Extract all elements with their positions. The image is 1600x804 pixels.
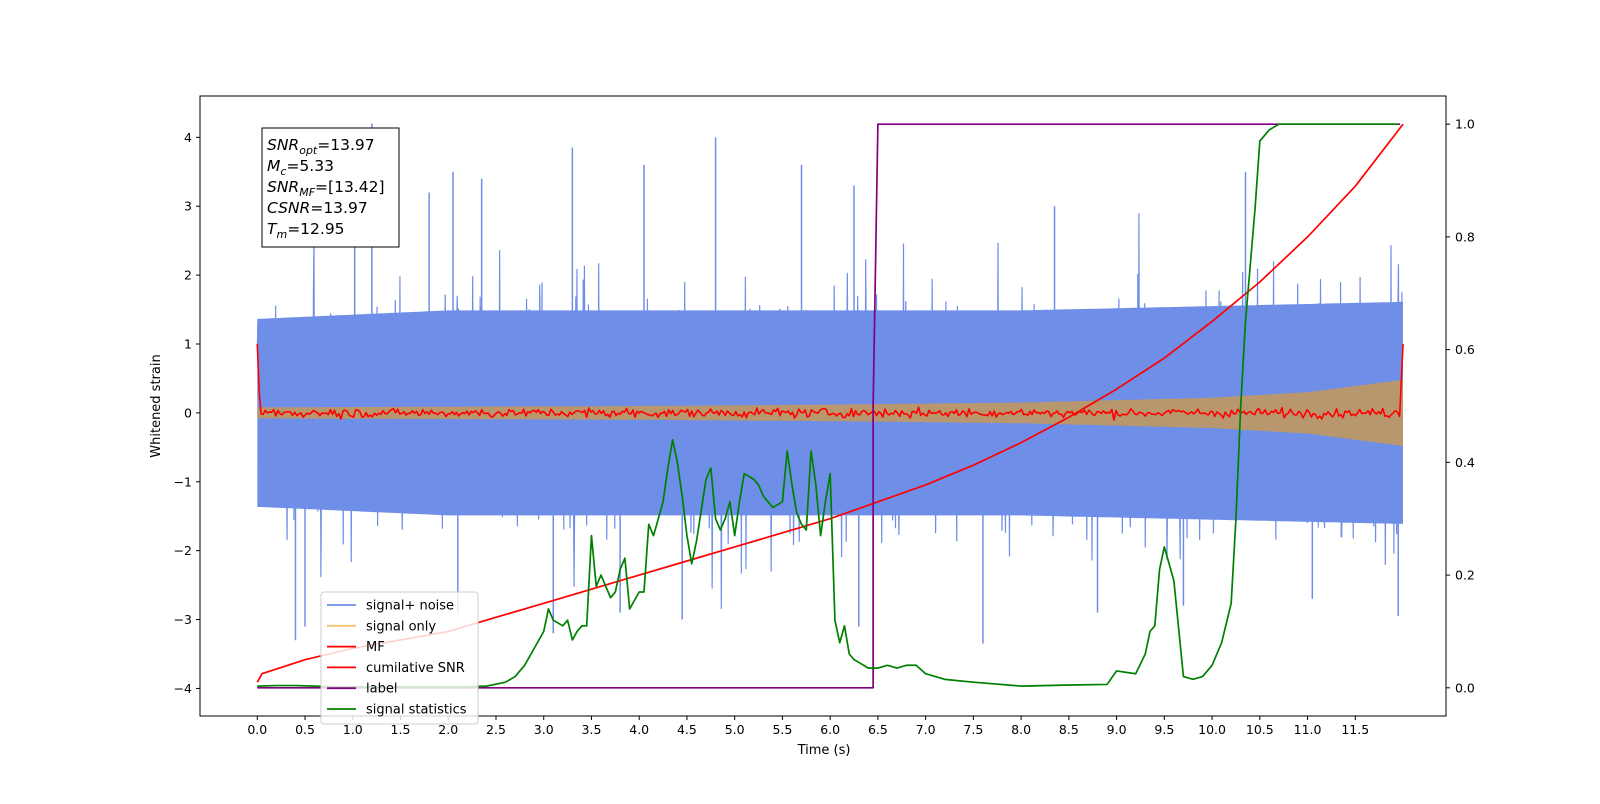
x-tick-label-10: 5.0 <box>725 722 745 737</box>
x-tick-label-9: 4.5 <box>677 722 697 737</box>
mf-line <box>256 343 1404 421</box>
x-tick-label-22: 11.0 <box>1294 722 1322 737</box>
legend: signal+ noise signal only MF cumilative SNR… <box>320 591 479 725</box>
signal-statistics-line <box>257 123 1399 688</box>
legend-label-cumilative-snr: cumilative SNR <box>366 661 465 676</box>
y-tick-label-4: 0 <box>184 405 192 420</box>
annotation-frame <box>261 127 400 248</box>
y-tick-label-8: 4 <box>184 130 192 145</box>
legend-label-signal-statistics: signal statistics <box>366 703 467 718</box>
y-tick-label-7: 3 <box>184 199 192 214</box>
annotation-line-4: Tm=12.95 <box>267 220 345 241</box>
label-line <box>257 123 1401 689</box>
x-tick-label-4: 2.0 <box>438 722 458 737</box>
series-signal-only <box>257 379 1403 446</box>
x-tick-label-19: 9.5 <box>1154 722 1174 737</box>
x-tick-label-16: 8.0 <box>1011 722 1031 737</box>
y-tick-label-0: −4 <box>174 681 192 696</box>
axes: 0.0 0.5 1.0 1.5 2.0 2.5 3.0 3.5 4.0 4.5 5.0 5.5 6.0 6… <box>149 95 1475 758</box>
series-signal-statistics <box>257 123 1399 688</box>
y2-tick-label-3: 0.6 <box>1455 342 1475 357</box>
axes-frame <box>199 95 1447 717</box>
y-tick-label-5: 1 <box>184 337 192 352</box>
legend-label-label: label <box>366 682 397 697</box>
x-tick-label-7: 3.5 <box>582 722 602 737</box>
x-tick-label-17: 8.5 <box>1059 722 1079 737</box>
signal-noise-trace <box>256 212 1404 610</box>
x-tick-label-21: 10.5 <box>1246 722 1274 737</box>
x-tick-label-23: 11.5 <box>1341 722 1369 737</box>
y-axis-label: Whitened strain <box>149 354 164 457</box>
annotation-line-2: SNRMF=[13.42] <box>267 178 385 199</box>
x-tick-label-3: 1.5 <box>391 722 411 737</box>
annotation-box: SNRopt=13.97Mc=5.33SNRMF=[13.42]CSNR=13.… <box>261 127 400 248</box>
y-tick-label-3: −1 <box>174 474 192 489</box>
y-tick-label-1: −3 <box>174 612 192 627</box>
x-tick-label-12: 6.0 <box>820 722 840 737</box>
annotation-line-1: Mc=5.33 <box>267 157 334 178</box>
x-tick-label-18: 9.0 <box>1107 722 1127 737</box>
x-tick-label-0: 0.0 <box>247 722 267 737</box>
x-tick-label-6: 3.0 <box>534 722 554 737</box>
series-mf <box>256 343 1404 421</box>
y-tick-label-6: 2 <box>184 268 192 283</box>
x-tick-label-8: 4.0 <box>629 722 649 737</box>
x-tick-label-11: 5.5 <box>772 722 792 737</box>
series-label <box>257 123 1401 689</box>
y2-tick-label-4: 0.8 <box>1455 229 1475 244</box>
annotation-line-0: SNRopt=13.97 <box>267 136 375 157</box>
legend-label-signal-only: signal only <box>366 619 436 634</box>
x-tick-label-2: 1.0 <box>343 722 363 737</box>
legend-frame <box>320 591 479 725</box>
legend-label-mf: MF <box>366 640 385 655</box>
y2-tick-label-1: 0.2 <box>1455 568 1475 583</box>
y2-tick-label-0: 0.0 <box>1455 680 1475 695</box>
x-tick-label-15: 7.5 <box>963 722 983 737</box>
legend-label-signal-noise: signal+ noise <box>366 599 454 614</box>
y-tick-label-2: −2 <box>174 543 192 558</box>
signal-only-band <box>257 379 1403 446</box>
x-tick-label-14: 7.0 <box>916 722 936 737</box>
x-tick-label-1: 0.5 <box>295 722 315 737</box>
x-tick-label-20: 10.0 <box>1198 722 1226 737</box>
y2-tick-label-5: 1.0 <box>1455 117 1475 132</box>
y2-tick-label-2: 0.4 <box>1455 455 1475 470</box>
x-axis-label: Time (s) <box>797 743 851 758</box>
plot-area <box>256 123 1404 689</box>
x-tick-label-5: 2.5 <box>486 722 506 737</box>
annotation-line-3: CSNR=13.97 <box>267 199 368 217</box>
x-tick-label-13: 6.5 <box>868 722 888 737</box>
